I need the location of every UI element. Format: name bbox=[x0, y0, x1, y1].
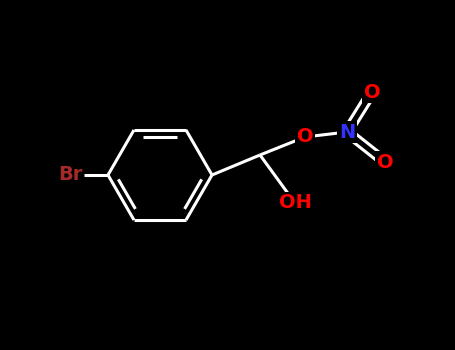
Text: O: O bbox=[297, 127, 313, 147]
Text: N: N bbox=[339, 122, 355, 141]
Text: Br: Br bbox=[58, 166, 82, 184]
Text: O: O bbox=[377, 153, 393, 172]
Text: OH: OH bbox=[278, 194, 311, 212]
Text: O: O bbox=[364, 83, 380, 102]
